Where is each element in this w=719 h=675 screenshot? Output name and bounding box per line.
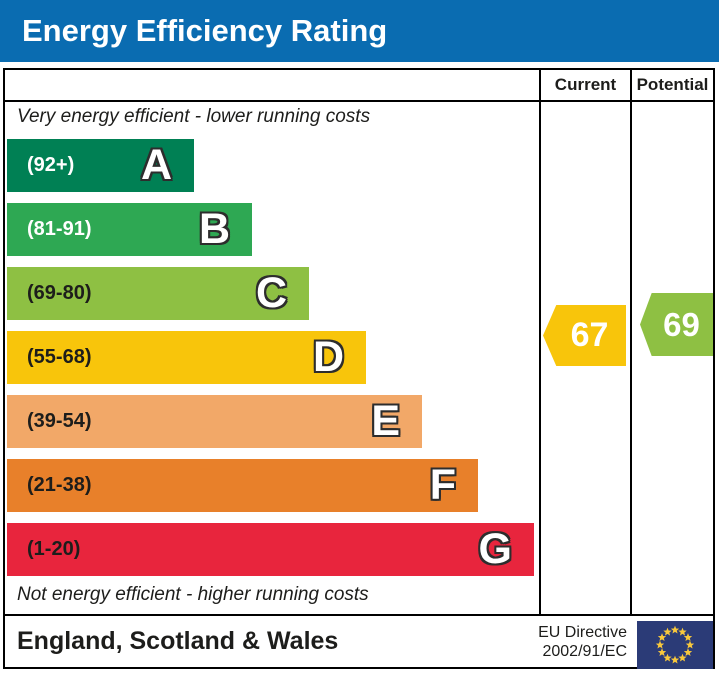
top-note: Very energy efficient - lower running co…: [17, 106, 371, 127]
band-a: (92+) A: [7, 139, 194, 192]
band-f: (21-38) F: [7, 459, 478, 512]
eu-flag-icon: [637, 621, 713, 669]
band-c: (69-80) C: [7, 267, 309, 320]
potential-rating-value: 69: [663, 305, 700, 343]
chart-title: Energy Efficiency Rating: [22, 13, 388, 48]
eu-directive-line1: EU Directive: [538, 623, 627, 641]
band-c-range: (69-80): [27, 282, 92, 304]
current-column-header: Current: [554, 75, 617, 94]
band-e-letter: E: [371, 397, 400, 445]
bottom-note: Not energy efficient - higher running co…: [17, 584, 369, 605]
current-column-divider: [539, 70, 541, 614]
band-g: (1-20) G: [7, 523, 534, 576]
band-a-range: (92+): [27, 154, 75, 176]
band-e-range: (39-54): [27, 410, 92, 432]
band-b: (81-91) B: [7, 203, 252, 256]
eu-directive-line2: 2002/91/EC: [542, 642, 627, 660]
potential-column-divider: [630, 70, 632, 614]
band-b-range: (81-91): [27, 218, 92, 240]
band-a-letter: A: [140, 141, 172, 189]
potential-column-header: Potential: [636, 75, 709, 94]
band-b-letter: B: [198, 205, 230, 253]
potential-rating-arrow: 69: [640, 293, 713, 356]
region-label: England, Scotland & Wales: [17, 627, 339, 655]
band-d-range: (55-68): [27, 346, 92, 368]
band-g-range: (1-20): [27, 538, 81, 560]
rating-table: Current Potential Very energy efficient …: [3, 68, 715, 616]
band-e: (39-54) E: [7, 395, 422, 448]
band-c-letter: C: [255, 269, 287, 317]
band-g-letter: G: [478, 525, 512, 573]
band-f-range: (21-38): [27, 474, 92, 496]
eu-directive-label: EU Directive 2002/91/EC: [538, 623, 627, 661]
current-rating-arrow: 67: [543, 305, 626, 366]
footer: England, Scotland & Wales EU Directive 2…: [3, 616, 715, 669]
band-d-letter: D: [312, 333, 344, 381]
chart-title-bar: Energy Efficiency Rating: [0, 0, 719, 62]
table-header-row: Current Potential: [5, 70, 713, 102]
band-f-letter: F: [429, 461, 456, 509]
band-d: (55-68) D: [7, 331, 366, 384]
current-rating-value: 67: [570, 316, 609, 354]
